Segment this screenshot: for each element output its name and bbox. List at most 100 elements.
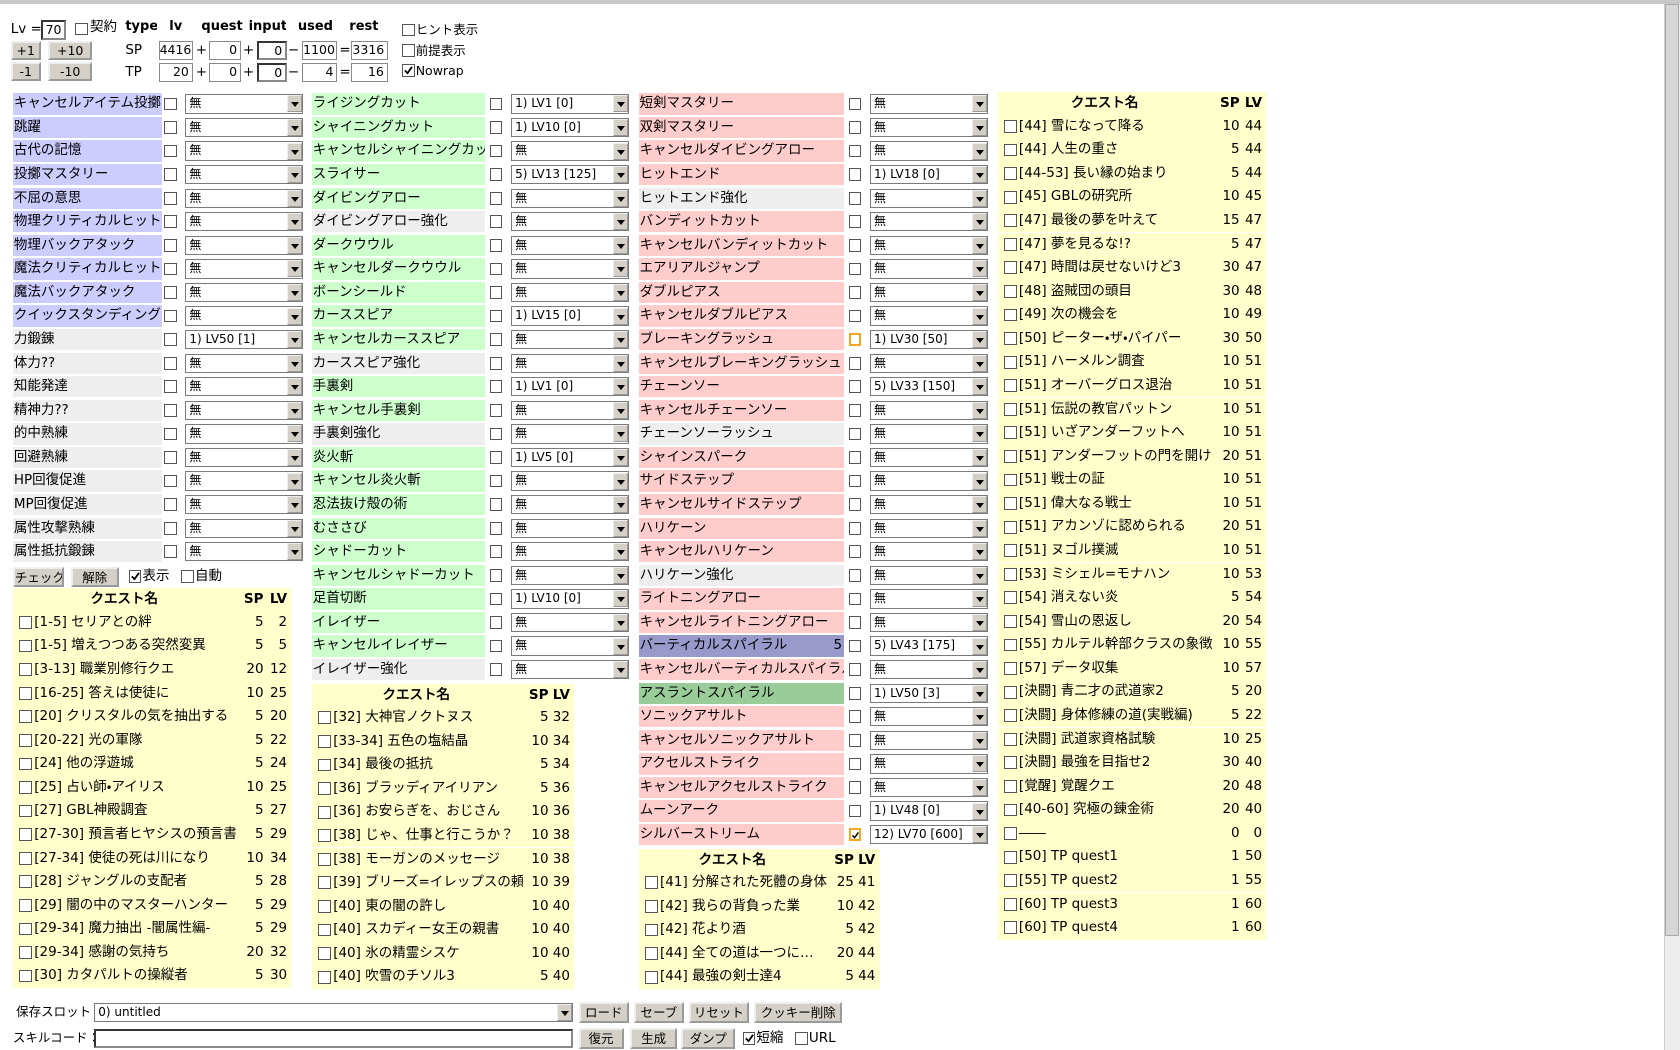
checkbox[interactable] [489, 592, 503, 606]
dropdown-arrow[interactable] [612, 283, 628, 302]
checkbox[interactable] [1003, 285, 1017, 298]
dropdown[interactable]: 無 [511, 188, 629, 208]
dropdown-arrow[interactable] [612, 496, 628, 514]
dropdown-arrow[interactable] [971, 519, 987, 537]
dropdown-arrow[interactable] [971, 354, 987, 372]
dropdown[interactable]: 無 [511, 330, 629, 350]
dropdown-arrow[interactable] [971, 378, 987, 396]
dropdown-arrow[interactable] [971, 236, 987, 254]
dropdown[interactable]: 無 [185, 495, 304, 515]
checkbox[interactable] [1003, 190, 1017, 204]
dropdown[interactable]: 1) LV50 [3] [870, 683, 988, 703]
checkbox[interactable] [848, 781, 862, 794]
dropdown[interactable]: 無 [511, 495, 629, 515]
checkbox[interactable] [1003, 520, 1017, 534]
checkbox[interactable] [19, 757, 33, 771]
dropdown-arrow[interactable] [287, 142, 303, 160]
checkbox[interactable] [489, 474, 503, 488]
dropdown-arrow[interactable] [971, 307, 987, 325]
dropdown[interactable]: 1) LV48 [0] [870, 801, 988, 821]
checkbox[interactable] [318, 923, 332, 937]
checkbox[interactable] [163, 262, 177, 276]
checkbox[interactable] [318, 900, 332, 913]
checkbox[interactable] [163, 474, 177, 488]
dropdown-arrow[interactable] [971, 826, 987, 844]
checkbox[interactable] [848, 356, 862, 370]
dropdown[interactable]: 1) LV50 [1] [185, 330, 304, 350]
dropdown-arrow[interactable] [287, 331, 303, 349]
checkbox[interactable] [489, 356, 503, 370]
checkbox[interactable] [795, 1031, 808, 1045]
checkbox[interactable] [318, 947, 332, 960]
checkbox[interactable] [318, 805, 332, 819]
checkbox[interactable] [489, 498, 503, 512]
dropdown[interactable]: 無 [185, 400, 304, 420]
checkbox[interactable] [848, 568, 862, 582]
dropdown-arrow[interactable] [971, 425, 987, 443]
checkbox[interactable] [1003, 638, 1017, 652]
dropdown[interactable]: 無 [870, 212, 988, 232]
dropdown[interactable]: 無 [185, 377, 304, 397]
dropdown-arrow[interactable] [971, 448, 987, 467]
checkbox[interactable] [1003, 827, 1017, 840]
checkbox[interactable] [489, 639, 503, 653]
checkbox[interactable] [848, 309, 862, 323]
slot-button[interactable]: クッキー削除 [754, 1001, 843, 1024]
checkbox[interactable] [848, 168, 862, 182]
dropdown-arrow[interactable] [971, 590, 987, 608]
dropdown[interactable]: 1) LV5 [0] [511, 447, 629, 468]
dropdown-arrow[interactable] [287, 496, 303, 514]
dropdown-arrow[interactable] [612, 331, 628, 349]
dropdown[interactable]: 無 [185, 141, 304, 161]
checkbox[interactable] [19, 781, 33, 794]
checkbox[interactable] [848, 804, 862, 818]
dropdown[interactable]: 無 [870, 353, 988, 373]
dropdown[interactable]: 無 [185, 212, 304, 232]
level-button[interactable]: +10 [48, 40, 93, 60]
checkbox[interactable] [1003, 709, 1017, 723]
checkbox[interactable] [848, 144, 862, 158]
checkbox[interactable] [645, 947, 658, 960]
checkbox[interactable] [19, 828, 33, 842]
dropdown[interactable]: 無 [185, 259, 304, 279]
checkbox[interactable] [19, 875, 33, 889]
checkbox[interactable] [645, 900, 658, 913]
checkbox[interactable] [489, 663, 503, 677]
checkbox[interactable] [19, 686, 33, 700]
checkbox[interactable] [19, 898, 33, 912]
dropdown-arrow[interactable] [971, 802, 987, 820]
dropdown[interactable]: 無 [511, 565, 629, 585]
dropdown[interactable]: 無 [870, 471, 988, 491]
dropdown-arrow[interactable] [971, 118, 987, 137]
checkbox[interactable] [848, 380, 862, 394]
dropdown[interactable]: 無 [870, 424, 988, 444]
checkbox[interactable] [163, 121, 177, 134]
dropdown[interactable]: 無 [185, 447, 304, 468]
dropdown[interactable]: 無 [870, 188, 988, 208]
dropdown-arrow[interactable] [971, 142, 987, 160]
checkbox[interactable] [489, 451, 503, 464]
dropdown-arrow[interactable] [971, 95, 987, 113]
dropdown[interactable]: 5) LV43 [175] [870, 636, 988, 656]
dropdown[interactable]: 5) LV33 [150] [870, 377, 988, 397]
value-field[interactable]: 0 [257, 63, 288, 83]
checkbox[interactable] [848, 828, 862, 842]
dropdown-arrow[interactable] [971, 566, 987, 584]
slot-button[interactable]: セーブ [634, 1001, 684, 1024]
dropdown[interactable]: 無 [870, 730, 988, 750]
checkbox[interactable] [19, 804, 33, 818]
checkbox[interactable] [489, 215, 503, 229]
checkbox[interactable] [318, 876, 332, 890]
dropdown-arrow[interactable] [612, 213, 628, 231]
dropdown[interactable]: 1) LV30 [50] [870, 330, 988, 350]
checkbox[interactable] [489, 616, 503, 629]
dropdown[interactable]: 無 [870, 542, 988, 562]
dropdown[interactable]: 無 [511, 424, 629, 444]
dropdown[interactable]: 無 [511, 141, 629, 161]
checkbox[interactable] [1003, 261, 1017, 275]
checkbox[interactable] [848, 262, 862, 276]
dropdown-arrow[interactable] [612, 166, 628, 184]
dropdown-arrow[interactable] [612, 472, 628, 490]
dropdown-arrow[interactable] [971, 401, 987, 419]
dropdown[interactable]: 無 [870, 306, 988, 326]
